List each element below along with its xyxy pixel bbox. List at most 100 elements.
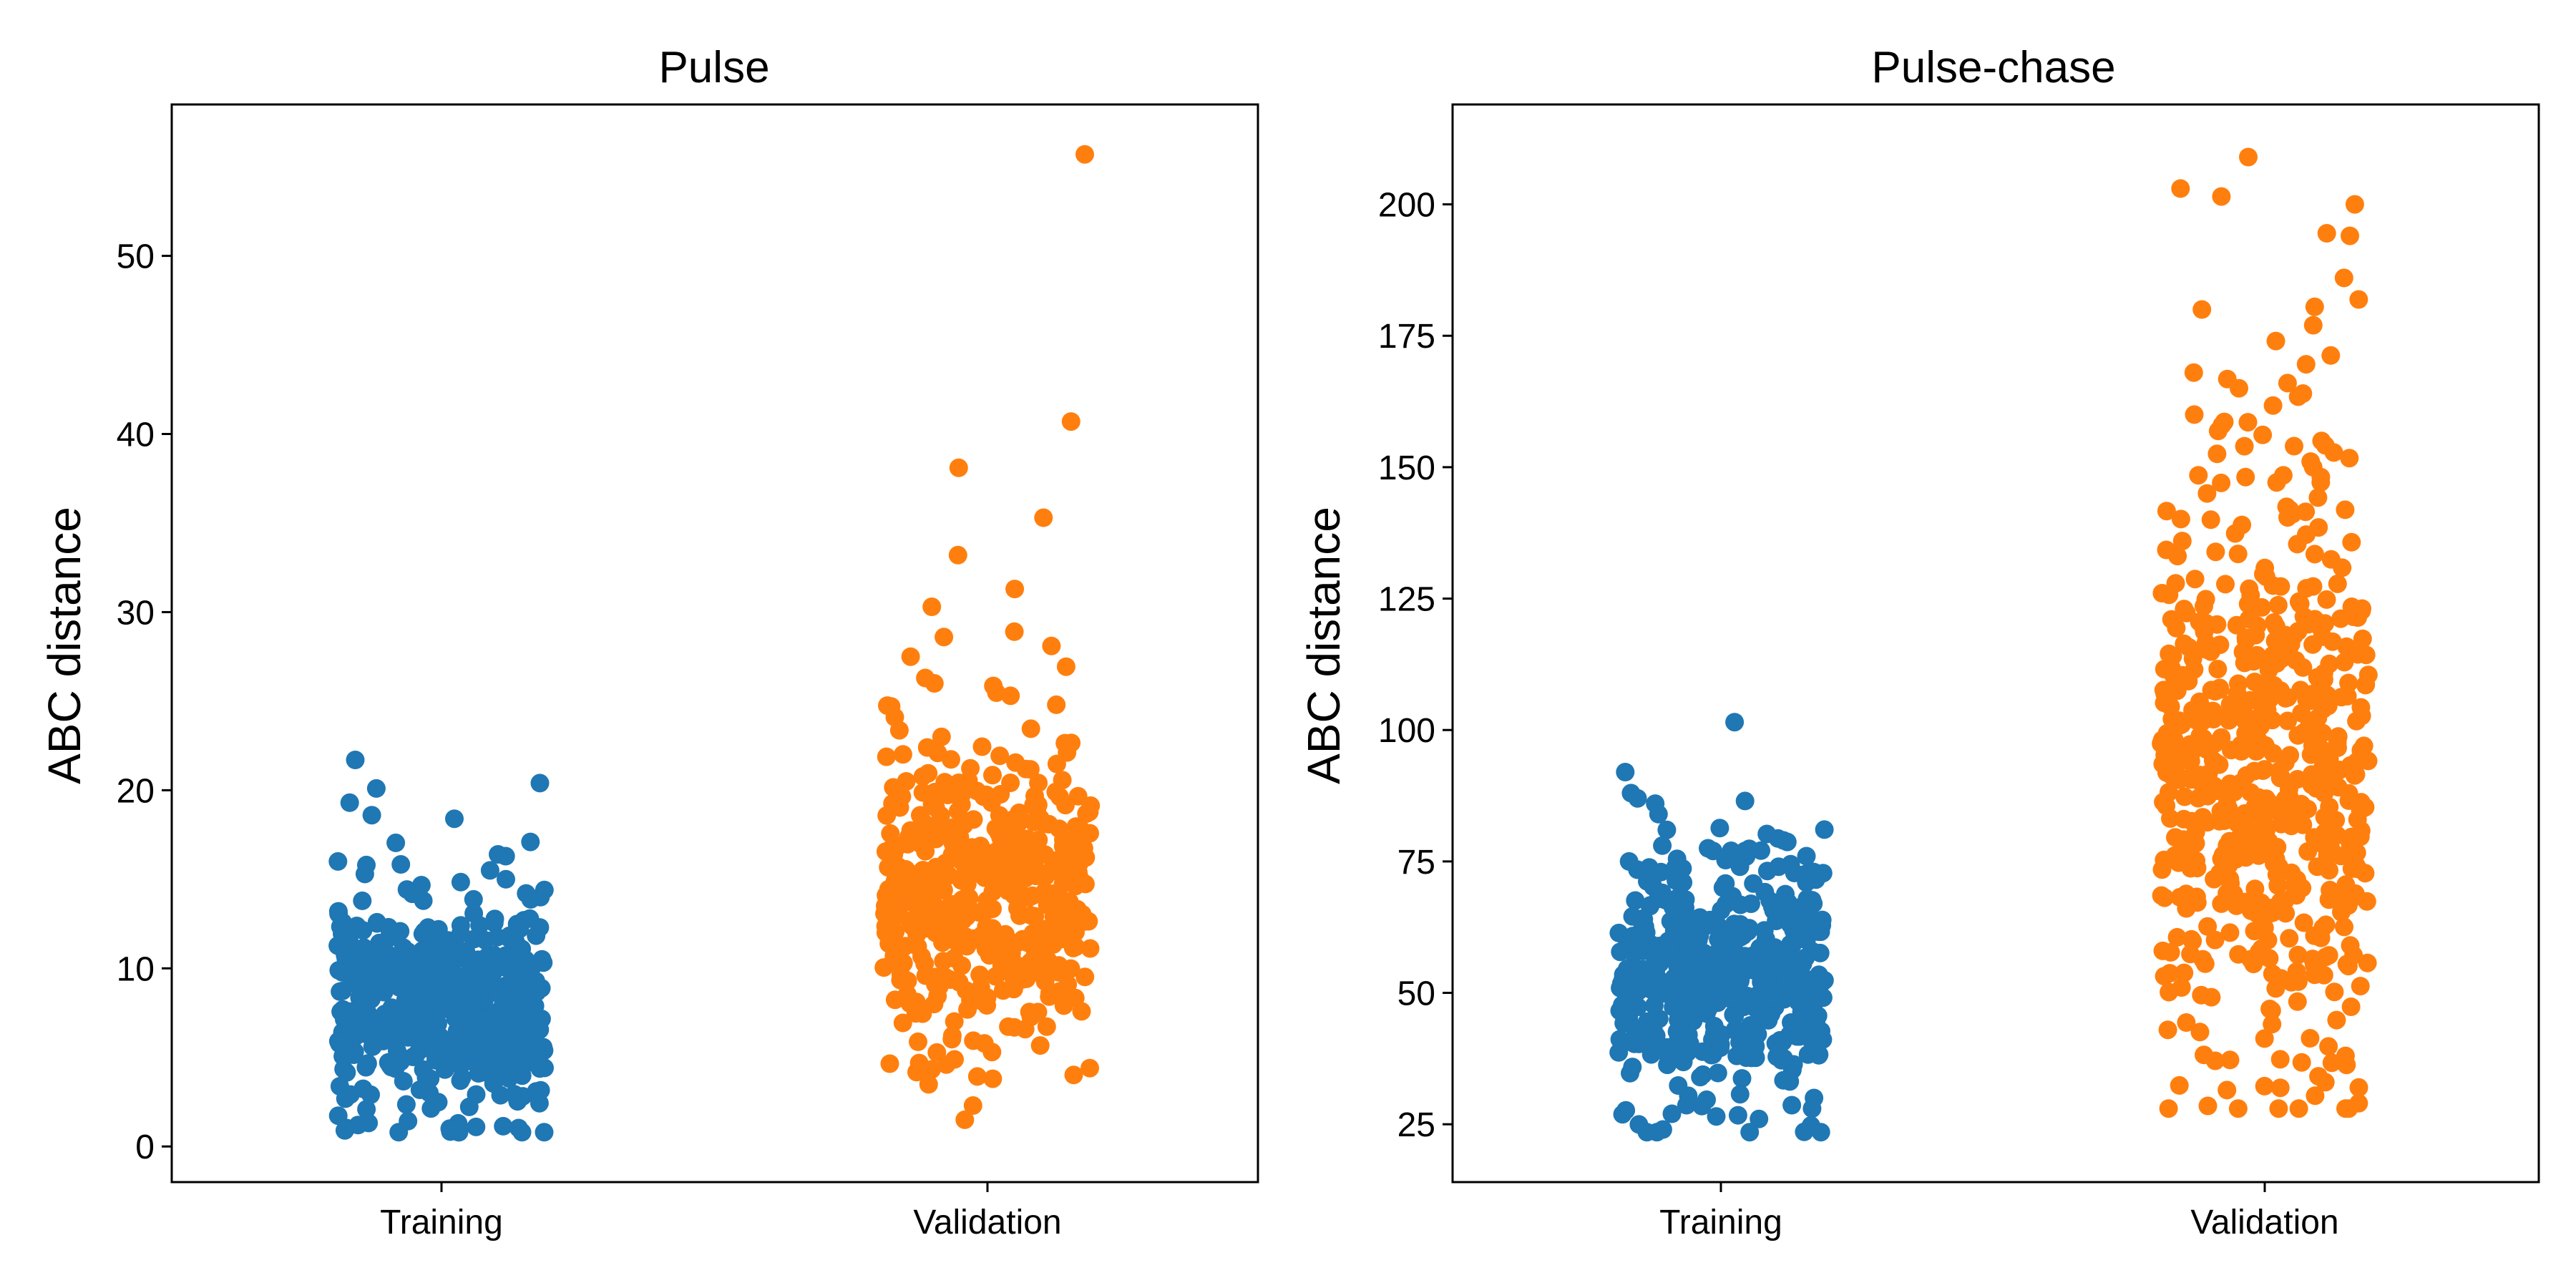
data-point-validation <box>1072 1002 1091 1021</box>
data-point-validation <box>2353 629 2372 648</box>
data-point-validation <box>2225 524 2245 543</box>
data-point-training <box>503 1062 522 1081</box>
data-point-training <box>500 1015 519 1034</box>
data-point-validation <box>2159 1099 2178 1118</box>
data-point-training <box>490 948 509 967</box>
data-point-validation <box>2152 860 2172 879</box>
data-point-training <box>487 1026 506 1045</box>
data-point-validation <box>2294 913 2313 932</box>
data-point-validation <box>896 860 915 879</box>
data-point-validation <box>2236 892 2255 912</box>
pulse-y-axis-label: ABC distance <box>39 507 90 784</box>
data-point-training <box>340 793 359 812</box>
y-tick-label: 30 <box>117 594 155 632</box>
y-tick-label: 50 <box>117 238 155 276</box>
data-point-training <box>346 751 365 769</box>
data-point-validation <box>2303 457 2323 477</box>
data-point-validation <box>2165 713 2184 732</box>
data-point-training <box>1750 938 1770 957</box>
data-point-validation <box>1047 695 1066 714</box>
data-point-validation <box>2220 869 2240 889</box>
data-point-training <box>357 1100 376 1119</box>
pulse-chase-panel: Pulse-chase ABC distance 25 50 75 100 125 150… <box>1298 43 2540 1241</box>
pulse-chase-title: Pulse-chase <box>1871 43 2115 92</box>
data-point-validation <box>2272 649 2291 668</box>
data-point-validation <box>2342 532 2361 552</box>
data-point-validation <box>2333 558 2352 577</box>
data-point-validation <box>2238 808 2256 826</box>
data-point-training <box>470 916 489 935</box>
data-point-validation <box>2237 766 2256 785</box>
data-point-training <box>535 880 554 899</box>
data-point-validation <box>1063 859 1082 878</box>
data-point-validation <box>2308 769 2328 788</box>
data-point-training <box>1611 974 1631 993</box>
data-point-training <box>1722 841 1741 860</box>
data-point-validation <box>2197 813 2217 832</box>
data-point-validation <box>2160 761 2178 781</box>
data-point-validation <box>1028 800 1047 819</box>
data-point-training <box>1677 1096 1696 1115</box>
data-point-training <box>1710 819 1729 838</box>
data-point-training <box>1774 831 1793 850</box>
data-point-validation <box>971 977 990 997</box>
data-point-validation <box>1055 990 1075 1010</box>
data-point-training <box>1793 954 1813 973</box>
x-tick-label: Validation <box>2190 1204 2338 1241</box>
data-point-validation <box>957 981 975 1000</box>
data-point-validation <box>2298 841 2318 861</box>
pulse-title: Pulse <box>658 43 769 92</box>
data-point-training <box>456 1052 475 1071</box>
data-point-validation <box>1034 508 1053 527</box>
data-point-validation <box>1021 906 1040 925</box>
data-point-training <box>333 924 351 943</box>
data-point-training <box>1720 989 1740 1008</box>
data-point-validation <box>2153 941 2172 960</box>
data-point-validation <box>2288 992 2307 1011</box>
data-point-validation <box>1056 657 1075 676</box>
data-point-validation <box>2340 449 2359 468</box>
data-point-validation <box>2171 509 2190 529</box>
data-point-training <box>328 852 348 871</box>
data-point-validation <box>2319 890 2338 909</box>
data-point-validation <box>2305 297 2324 316</box>
data-point-training <box>387 1041 406 1060</box>
data-point-validation <box>2205 682 2225 701</box>
data-point-training <box>527 926 546 945</box>
data-point-validation <box>2313 723 2332 743</box>
data-point-validation <box>2292 1053 2311 1072</box>
data-point-validation <box>2255 558 2275 577</box>
data-point-validation <box>2227 615 2246 635</box>
data-point-validation <box>2192 615 2212 635</box>
data-point-validation <box>2324 443 2343 462</box>
data-point-validation <box>1001 774 1020 792</box>
data-point-validation <box>1042 636 1061 655</box>
data-point-validation <box>2335 653 2354 672</box>
data-point-validation <box>1035 845 1055 864</box>
data-point-training <box>516 991 535 1010</box>
data-point-training <box>419 970 438 989</box>
data-point-training <box>1802 1099 1822 1118</box>
data-point-training <box>1771 942 1790 962</box>
y-tick-label: 25 <box>1397 1106 1435 1144</box>
data-point-validation <box>955 1110 975 1129</box>
data-point-training <box>1731 895 1750 914</box>
data-point-training <box>396 1095 416 1114</box>
data-point-training <box>520 909 540 928</box>
data-point-validation <box>2180 638 2199 657</box>
data-point-training <box>1649 804 1668 824</box>
data-point-validation <box>2158 1020 2177 1040</box>
data-point-training <box>1735 791 1755 811</box>
data-point-validation <box>1037 1017 1056 1036</box>
y-tick-label: 40 <box>117 416 155 454</box>
data-point-validation <box>961 758 980 778</box>
data-point-training <box>1611 942 1630 962</box>
data-point-validation <box>919 763 938 783</box>
data-point-validation <box>2171 179 2190 198</box>
data-point-training <box>1755 882 1775 902</box>
y-tick-label: 150 <box>1378 449 1435 487</box>
data-point-training <box>445 809 464 829</box>
data-point-training <box>509 1118 528 1138</box>
data-point-validation <box>2283 504 2303 524</box>
data-point-training <box>1795 1122 1814 1141</box>
